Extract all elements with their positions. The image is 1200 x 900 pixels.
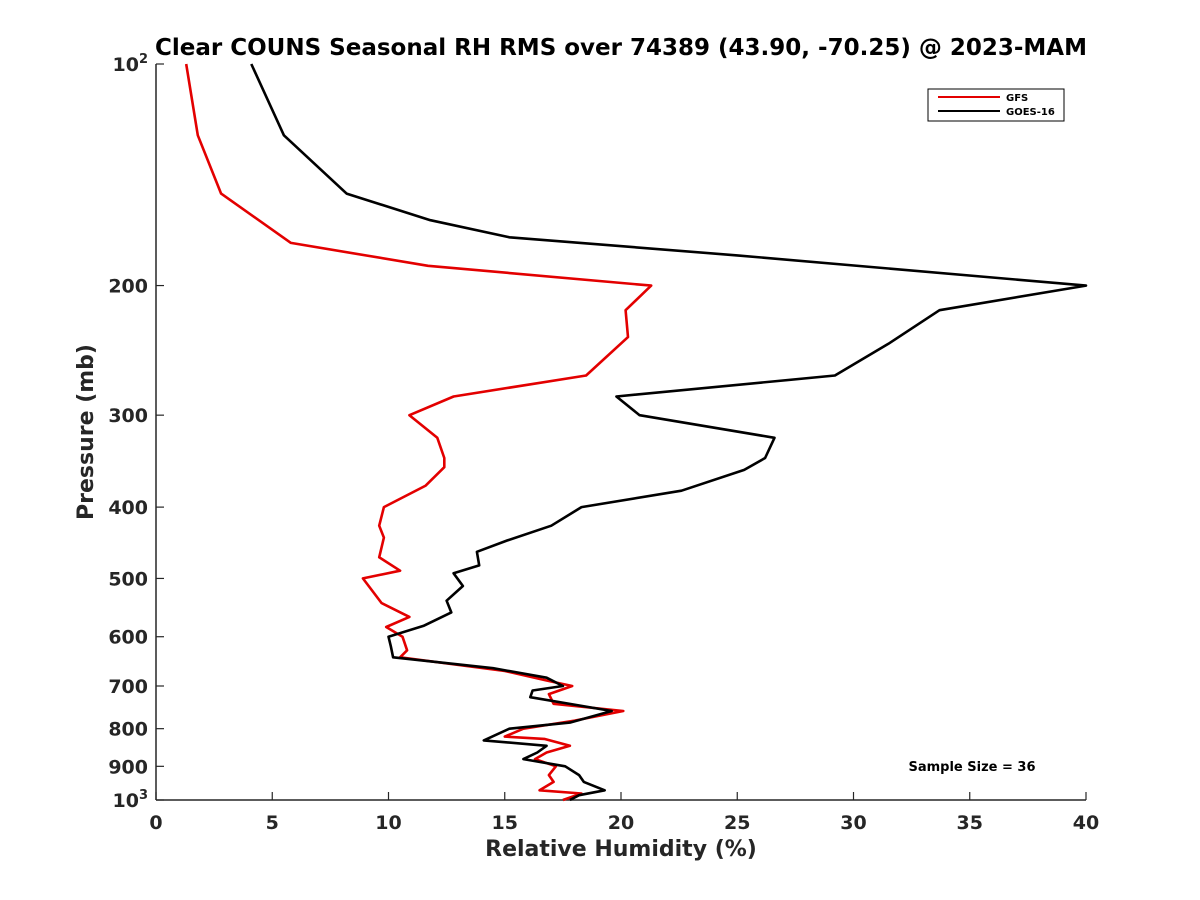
y-axis-label: Pressure (mb): [74, 344, 99, 520]
x-tick-label: 25: [724, 812, 750, 834]
series-line-goes16: [250, 63, 1088, 802]
y-tick-label: 900: [108, 756, 148, 778]
x-tick-label: 0: [149, 812, 162, 834]
y-tick-label: 700: [108, 676, 148, 698]
x-tick-label: 10: [375, 812, 401, 834]
y-tick-label: 800: [108, 719, 148, 741]
chart-title: Clear COUNS Seasonal RH RMS over 74389 (…: [155, 35, 1087, 61]
x-tick-label: 5: [266, 812, 279, 834]
y-tick-label: 500: [108, 568, 148, 590]
y-tick-label: 300: [108, 405, 148, 427]
x-tick-label: 20: [608, 812, 634, 834]
x-tick-label: 35: [957, 812, 983, 834]
y-tick-label: 200: [108, 276, 148, 298]
series-layer: [184, 63, 1088, 802]
legend: GFS GOES-16: [927, 88, 1065, 122]
x-tick-label: 15: [492, 812, 518, 834]
series-line-gfs: [184, 63, 653, 802]
y-tick-label: 400: [108, 497, 148, 519]
y-axis-ticks: 102 200 300 400 500 600 700 800 900 103: [108, 52, 164, 812]
x-tick-label: 30: [840, 812, 866, 834]
x-axis-ticks: 0 5 10 15 20 25 30 35 40: [149, 792, 1099, 834]
y-tick-label: 103: [113, 788, 149, 812]
legend-box: [927, 88, 1065, 122]
legend-label-gfs: GFS: [1006, 93, 1028, 104]
x-tick-label: 40: [1073, 812, 1099, 834]
y-tick-label: 102: [113, 52, 149, 76]
x-axis-label: Relative Humidity (%): [485, 837, 757, 862]
sample-size-annotation: Sample Size = 36: [908, 760, 1035, 775]
y-tick-label: 600: [108, 627, 148, 649]
legend-label-goes16: GOES-16: [1006, 107, 1055, 118]
